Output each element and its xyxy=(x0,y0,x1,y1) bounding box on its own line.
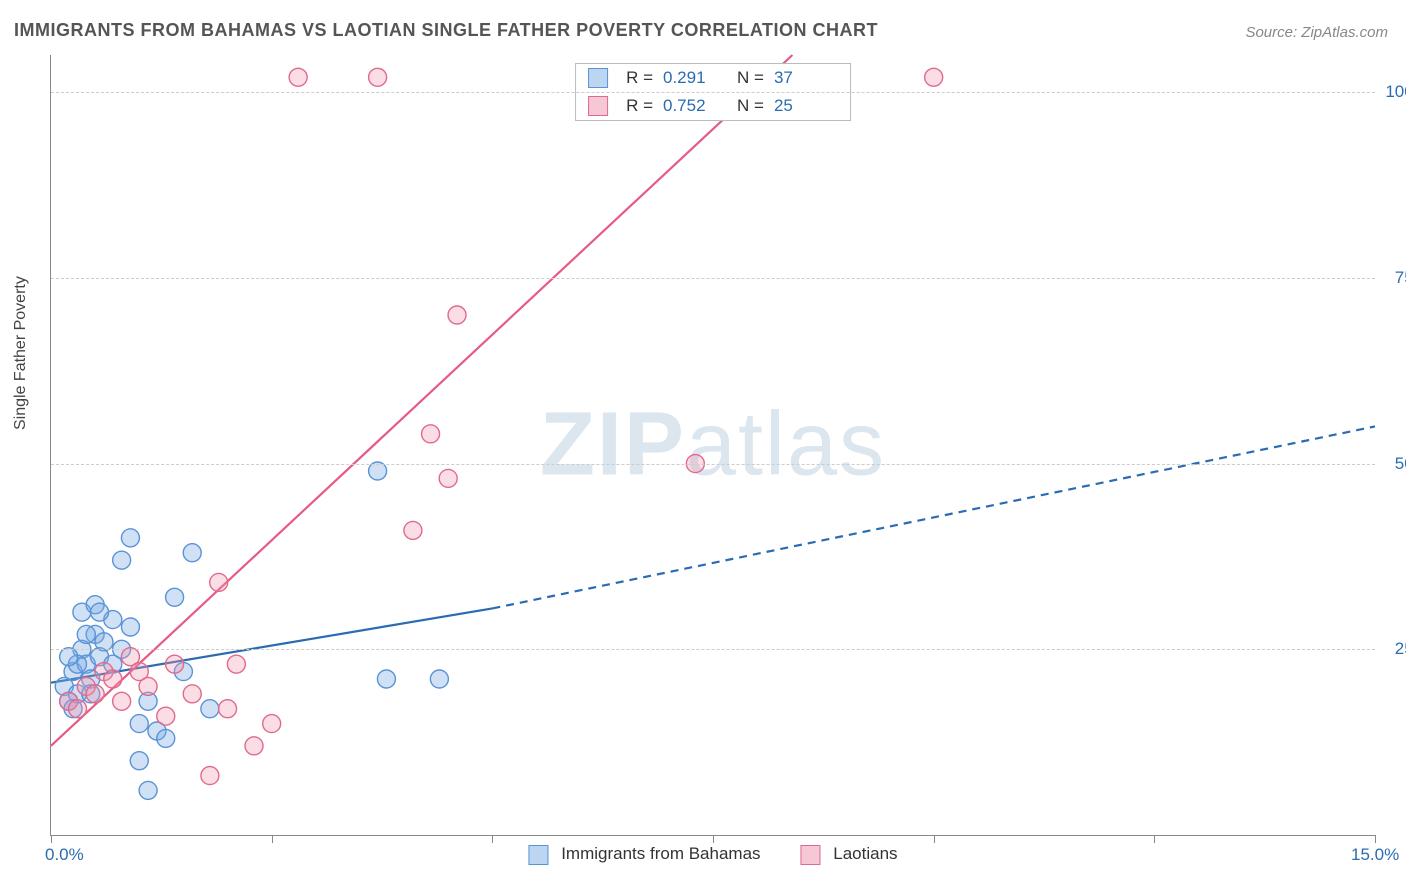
data-point-bahamas xyxy=(60,648,78,666)
x-tick-label: 0.0% xyxy=(45,845,84,865)
data-point-laotians xyxy=(925,68,943,86)
data-point-bahamas xyxy=(377,670,395,688)
legend-item-bahamas: Immigrants from Bahamas xyxy=(528,844,760,865)
data-point-bahamas xyxy=(121,618,139,636)
data-point-laotians xyxy=(219,700,237,718)
x-tick xyxy=(51,835,52,843)
x-tick xyxy=(1375,835,1376,843)
data-point-bahamas xyxy=(130,752,148,770)
x-tick xyxy=(272,835,273,843)
correlation-legend-row-bahamas: R = 0.291 N = 37 xyxy=(576,64,850,92)
data-point-laotians xyxy=(113,692,131,710)
data-point-laotians xyxy=(157,707,175,725)
series-legend: Immigrants from Bahamas Laotians xyxy=(528,844,897,865)
swatch-laotians-bottom xyxy=(801,845,821,865)
r-value-bahamas: 0.291 xyxy=(663,68,727,88)
data-point-laotians xyxy=(139,677,157,695)
data-point-bahamas xyxy=(183,544,201,562)
y-tick-label: 50.0% xyxy=(1395,454,1406,474)
chart-title: IMMIGRANTS FROM BAHAMAS VS LAOTIAN SINGL… xyxy=(14,20,878,41)
x-tick xyxy=(1154,835,1155,843)
chart-svg xyxy=(51,55,1375,835)
r-prefix: R = xyxy=(626,68,653,88)
data-point-bahamas xyxy=(121,529,139,547)
data-point-laotians xyxy=(86,685,104,703)
data-point-bahamas xyxy=(369,462,387,480)
gridline xyxy=(51,278,1375,279)
data-point-laotians xyxy=(166,655,184,673)
r-value-laotians: 0.752 xyxy=(663,96,727,116)
data-point-laotians xyxy=(263,715,281,733)
data-point-laotians xyxy=(439,469,457,487)
data-point-bahamas xyxy=(77,625,95,643)
gridline xyxy=(51,464,1375,465)
n-value-bahamas: 37 xyxy=(774,68,838,88)
n-prefix: N = xyxy=(737,68,764,88)
data-point-laotians xyxy=(201,767,219,785)
data-point-laotians xyxy=(183,685,201,703)
data-point-bahamas xyxy=(91,603,109,621)
y-tick-label: 75.0% xyxy=(1395,268,1406,288)
data-point-laotians xyxy=(68,700,86,718)
data-point-laotians xyxy=(104,670,122,688)
legend-label-bahamas: Immigrants from Bahamas xyxy=(561,844,760,863)
data-point-bahamas xyxy=(430,670,448,688)
correlation-legend-row-laotians: R = 0.752 N = 25 xyxy=(576,92,850,120)
data-point-bahamas xyxy=(166,588,184,606)
trend-line-dashed-bahamas xyxy=(492,426,1375,608)
y-tick-label: 100.0% xyxy=(1385,82,1406,102)
data-point-bahamas xyxy=(130,715,148,733)
data-point-bahamas xyxy=(139,781,157,799)
data-point-laotians xyxy=(227,655,245,673)
r-prefix: R = xyxy=(626,96,653,116)
data-point-laotians xyxy=(448,306,466,324)
data-point-laotians xyxy=(245,737,263,755)
legend-item-laotians: Laotians xyxy=(801,844,898,865)
data-point-laotians xyxy=(369,68,387,86)
x-tick xyxy=(934,835,935,843)
y-tick-label: 25.0% xyxy=(1395,639,1406,659)
data-point-laotians xyxy=(404,521,422,539)
gridline xyxy=(51,92,1375,93)
gridline xyxy=(51,649,1375,650)
n-value-laotians: 25 xyxy=(774,96,838,116)
data-point-laotians xyxy=(422,425,440,443)
x-tick-label: 15.0% xyxy=(1351,845,1399,865)
x-tick xyxy=(492,835,493,843)
data-point-laotians xyxy=(210,573,228,591)
data-point-bahamas xyxy=(113,551,131,569)
chart-plot-area: ZIPatlas R = 0.291 N = 37 R = 0.752 N = … xyxy=(50,55,1375,836)
source-label: Source: ZipAtlas.com xyxy=(1245,24,1388,41)
data-point-laotians xyxy=(289,68,307,86)
legend-label-laotians: Laotians xyxy=(833,844,897,863)
swatch-bahamas xyxy=(588,68,608,88)
data-point-bahamas xyxy=(157,729,175,747)
trend-line-laotians xyxy=(51,55,792,746)
n-prefix: N = xyxy=(737,96,764,116)
swatch-bahamas-bottom xyxy=(528,845,548,865)
y-axis-label: Single Father Poverty xyxy=(12,276,30,430)
swatch-laotians xyxy=(588,96,608,116)
data-point-bahamas xyxy=(201,700,219,718)
x-tick xyxy=(713,835,714,843)
data-point-bahamas xyxy=(95,633,113,651)
